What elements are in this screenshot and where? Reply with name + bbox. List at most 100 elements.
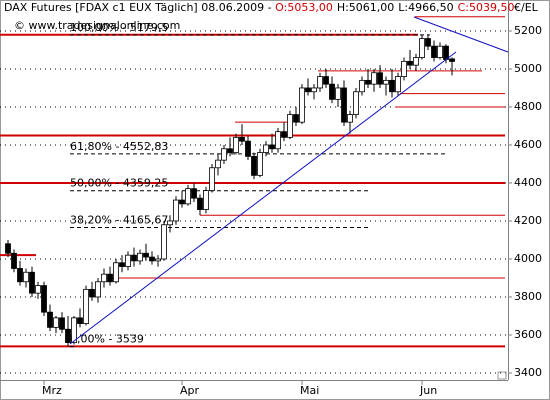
candle-body bbox=[281, 131, 287, 138]
candle-body bbox=[353, 91, 359, 115]
candle-body bbox=[215, 159, 221, 169]
fib-label: 100,00% - 5179,5 bbox=[70, 21, 168, 34]
candle-body bbox=[299, 87, 305, 123]
candle-body bbox=[107, 273, 113, 283]
candle-body bbox=[71, 317, 77, 343]
candle-body bbox=[371, 72, 377, 85]
candle-body bbox=[359, 79, 365, 93]
candle-body bbox=[275, 131, 281, 150]
candle-body bbox=[335, 87, 341, 100]
candle-body bbox=[101, 273, 107, 283]
candle-body bbox=[251, 155, 257, 176]
candle-body bbox=[317, 76, 323, 89]
y-tick-label: 5000 bbox=[514, 62, 542, 75]
candle-body bbox=[245, 140, 251, 157]
candle-body bbox=[11, 252, 17, 269]
candle-body bbox=[167, 220, 173, 226]
candle-body bbox=[179, 199, 185, 205]
candle-body bbox=[383, 79, 389, 85]
trend-line bbox=[413, 16, 509, 53]
candle-body bbox=[5, 243, 11, 254]
candle-body bbox=[239, 136, 245, 142]
y-tick-label: 3600 bbox=[514, 328, 542, 341]
y-tick-label: 4000 bbox=[514, 252, 542, 265]
plot: 100,00% - 5179,5 61,80% - 4552,83 50,00% -… bbox=[0, 16, 512, 385]
candle-body bbox=[419, 38, 425, 58]
candle-body bbox=[95, 281, 101, 298]
y-tick-label: 5200 bbox=[514, 24, 542, 37]
quote-close: C:5039,50 bbox=[458, 1, 515, 14]
y-tick-label: 4400 bbox=[514, 176, 542, 189]
candle-body bbox=[377, 72, 383, 85]
fib-label: 61,80% - 4552,83 bbox=[70, 140, 168, 153]
candle-body bbox=[173, 199, 179, 222]
candle-body bbox=[23, 271, 29, 283]
candle-body bbox=[137, 252, 143, 262]
candle-body bbox=[443, 45, 449, 60]
candle-body bbox=[221, 148, 227, 161]
x-tick-label: Mrz bbox=[42, 384, 62, 397]
candle-body bbox=[191, 188, 197, 199]
candle-body bbox=[329, 83, 335, 100]
candle-body bbox=[401, 60, 407, 77]
candle-body bbox=[233, 136, 239, 153]
quote-open: O:5053,00 bbox=[275, 1, 333, 14]
y-unit: €/EL bbox=[514, 1, 539, 14]
quote-low: L:4966,50 bbox=[398, 1, 453, 14]
candle-body bbox=[203, 190, 209, 210]
candle-body bbox=[119, 262, 125, 267]
fib-label: 38,20% - 4165,67 bbox=[70, 213, 168, 226]
candle-body bbox=[185, 188, 191, 205]
x-tick-label: Jun bbox=[419, 384, 437, 397]
candle-body bbox=[365, 79, 371, 85]
candle-body bbox=[197, 197, 203, 210]
candle-body bbox=[407, 60, 413, 66]
candle-body bbox=[413, 57, 419, 66]
fib-label: 0,00% - 3539 bbox=[70, 333, 144, 346]
candle-body bbox=[59, 317, 65, 330]
candle-body bbox=[65, 328, 71, 343]
candle-body bbox=[395, 76, 401, 93]
y-tick-label: 3800 bbox=[514, 290, 542, 303]
candle-body bbox=[449, 58, 455, 62]
watermark: © www.tradesignalonline.com bbox=[14, 19, 180, 32]
candle-body bbox=[257, 152, 263, 176]
candle-body bbox=[389, 79, 395, 93]
candle-body bbox=[83, 288, 89, 324]
fib-label: 50,00% - 4359,25 bbox=[70, 177, 168, 190]
candle-body bbox=[209, 167, 215, 191]
candle-body bbox=[77, 317, 83, 324]
candle-body bbox=[269, 144, 275, 150]
candle-body bbox=[263, 144, 269, 153]
candle-body bbox=[437, 45, 443, 58]
candle-body bbox=[143, 252, 149, 258]
candle-body bbox=[227, 148, 233, 153]
candle-body bbox=[41, 285, 47, 313]
title-text: DAX Futures [FDAX c1 EUX Täglich] 08.06.… bbox=[4, 1, 275, 14]
y-tick-label: 4200 bbox=[514, 214, 542, 227]
candle-body bbox=[89, 288, 95, 298]
candle-body bbox=[425, 38, 431, 47]
candle-body bbox=[149, 256, 155, 262]
candle-body bbox=[155, 258, 161, 262]
candle-body bbox=[305, 87, 311, 93]
candle-body bbox=[53, 317, 59, 328]
candle-body bbox=[29, 271, 35, 294]
candle-body bbox=[347, 114, 353, 123]
candle-body bbox=[431, 45, 437, 58]
candle-body bbox=[311, 87, 317, 93]
candle-body bbox=[131, 254, 137, 262]
y-tick-label: 3400 bbox=[514, 366, 542, 379]
candle-body bbox=[161, 224, 167, 260]
quote-high: H:5061,00 bbox=[337, 1, 394, 14]
trend-line bbox=[69, 51, 457, 345]
candle-body bbox=[35, 285, 41, 294]
y-tick-label: 4800 bbox=[514, 100, 542, 113]
candle-body bbox=[293, 114, 299, 123]
candle-body bbox=[47, 311, 53, 328]
x-tick-label: Apr bbox=[180, 384, 200, 397]
candle-body bbox=[287, 114, 293, 138]
x-tick-label: Mai bbox=[300, 384, 319, 397]
